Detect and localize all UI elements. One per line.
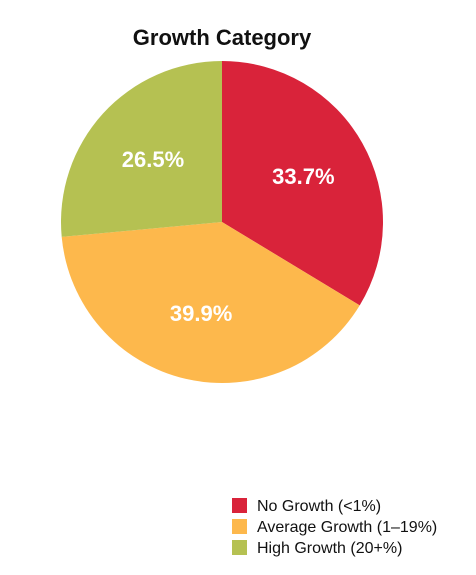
pie-slice-value-label: 26.5%: [122, 147, 184, 172]
legend-swatch: [232, 540, 247, 555]
legend: No Growth (<1%) Average Growth (1–19%) Hig…: [232, 498, 437, 557]
pie-slices: [60, 61, 384, 384]
pie-slice-3: [60, 61, 222, 237]
legend-label: Average Growth (1–19%): [257, 519, 437, 536]
pie-slice-value-label: 39.9%: [170, 301, 232, 326]
chart-title: Growth Category: [133, 25, 312, 50]
legend-swatch: [232, 519, 247, 534]
legend-swatch: [232, 498, 247, 513]
legend-label: No Growth (<1%): [257, 498, 381, 515]
legend-label: High Growth (20+%): [257, 540, 402, 557]
pie-slice-2: [61, 222, 360, 384]
pie-slice-labels: 33.7% 39.9% 26.5%: [122, 147, 335, 326]
pie-slice-value-label: 33.7%: [272, 164, 334, 189]
pie-slice-1: [222, 61, 384, 306]
